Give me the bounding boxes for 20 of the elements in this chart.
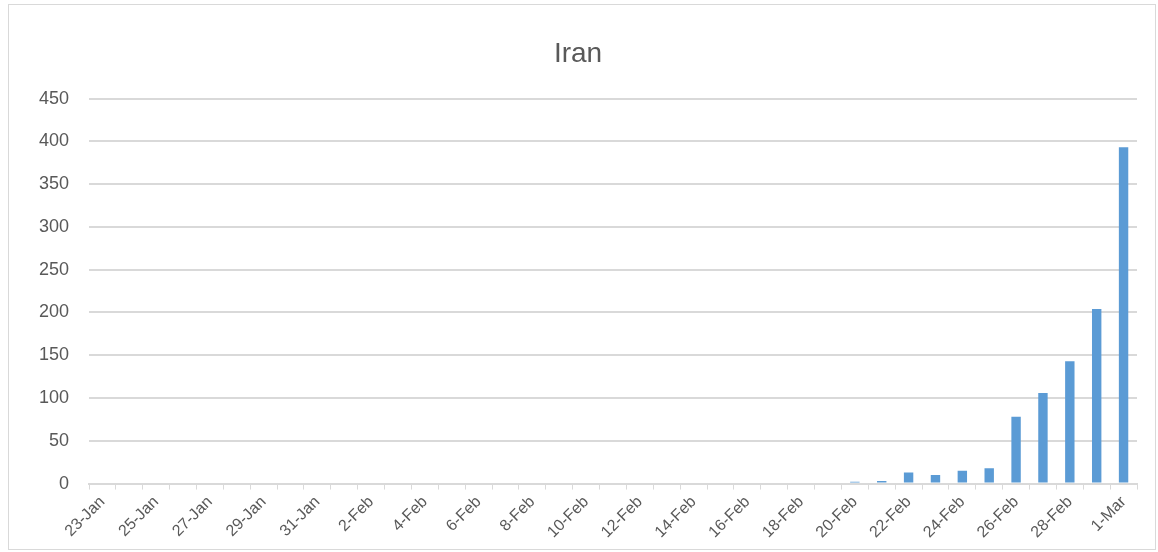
bar [1038,392,1048,483]
y-tick-label: 0 [59,472,70,493]
bar [1118,147,1129,483]
chart-title: Iran [553,36,603,68]
bar [984,468,994,483]
y-tick-label: 100 [38,386,70,407]
y-tick-label: 300 [38,215,70,236]
bar [903,472,914,483]
bar [1091,309,1102,483]
y-tick-label: 150 [38,344,70,365]
y-tick-label: 200 [38,301,70,322]
y-tick-label: 250 [38,258,70,279]
bar [1065,361,1075,483]
bar [957,470,968,483]
y-tick-label: 50 [49,429,70,450]
y-tick-label: 400 [38,130,70,151]
y-tick-label: 450 [38,87,70,108]
bar [930,475,941,483]
y-tick-label: 350 [38,173,70,194]
bar [1011,416,1021,483]
